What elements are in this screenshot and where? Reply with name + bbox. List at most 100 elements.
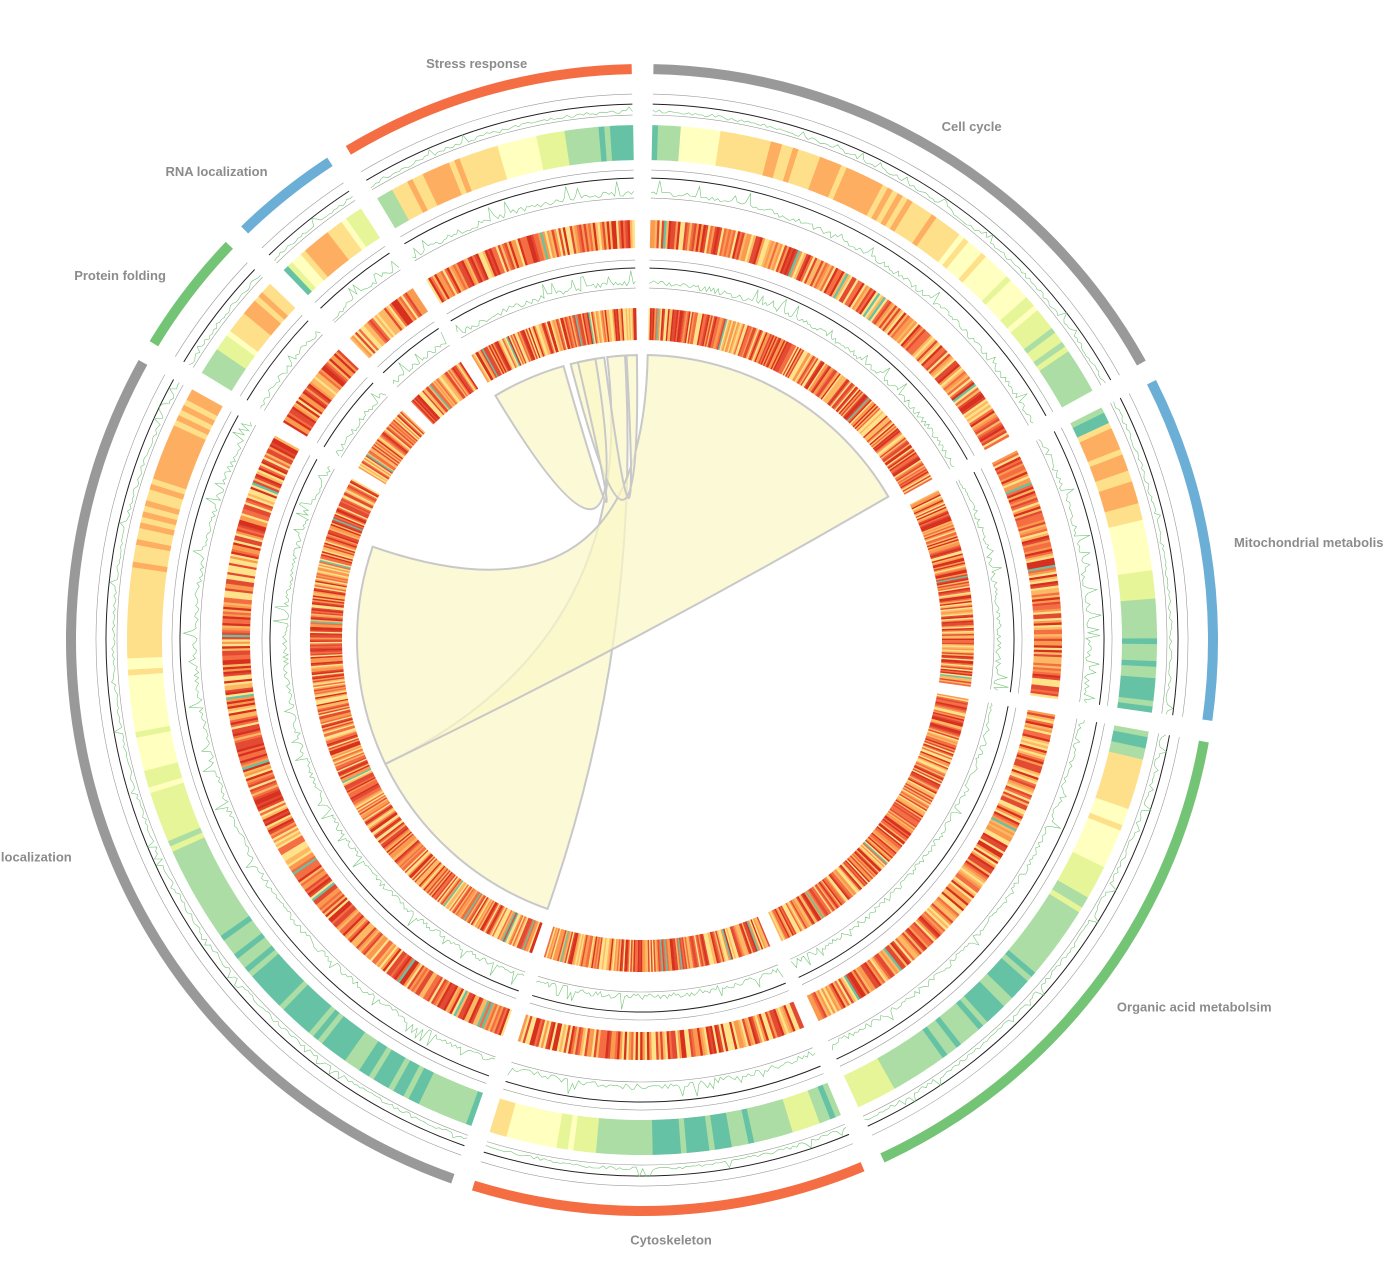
heat-outer-cell: [1089, 454, 1125, 473]
heat-inner-cell: [893, 458, 921, 478]
heat-inner-cell: [426, 386, 449, 412]
heat-inner-cell: [333, 516, 364, 530]
heat-inner-cell: [526, 921, 539, 952]
heat-outer-cell: [312, 1009, 340, 1041]
heat-inner-cell: [616, 1031, 621, 1060]
heat-outer-cell: [170, 832, 205, 852]
heat-inner-cell: [398, 296, 418, 321]
heat-inner-cell: [931, 902, 954, 924]
heat-inner-cell: [625, 308, 629, 341]
heat-inner-cell: [939, 594, 972, 601]
heat-inner-cell: [808, 993, 824, 1021]
heat-outer-cell: [519, 138, 534, 174]
heat-outer-cell: [1072, 847, 1107, 868]
heat-inner-cell: [270, 441, 297, 458]
heat-inner-cell: [329, 901, 353, 923]
heat-inner-cell: [369, 938, 390, 962]
heat-outer-cell: [162, 445, 198, 465]
heat-inner-cell: [244, 765, 272, 777]
heat-inner-cell: [459, 361, 479, 390]
heat-outer-cell: [1119, 587, 1155, 597]
heat-inner-cell: [808, 888, 828, 917]
heat-inner-cell: [806, 994, 821, 1022]
heat-inner-cell: [564, 931, 574, 964]
heat-inner-cell: [818, 881, 839, 909]
heat-inner-cell: [988, 820, 1015, 837]
heat-inner-cell: [715, 318, 725, 350]
heat-outer-cell: [251, 953, 283, 981]
heat-inner-cell: [932, 557, 965, 568]
heat-inner-cell: [553, 929, 564, 961]
heat-inner-cell: [403, 848, 428, 873]
heat-inner-cell: [312, 377, 336, 398]
heat-inner-cell: [919, 343, 942, 365]
heat-outer-cell: [368, 1046, 392, 1080]
heat-inner-cell: [676, 937, 682, 970]
heat-inner-cell: [1020, 739, 1049, 750]
heat-inner-cell: [379, 823, 406, 845]
heat-outer-cell: [322, 231, 350, 264]
heat-inner-cell: [522, 1015, 533, 1044]
heat-inner-cell: [480, 349, 498, 378]
line-track-2-5: [335, 393, 387, 457]
heat-inner-cell: [838, 865, 862, 891]
heat-inner-cell: [971, 412, 997, 430]
heat-outer-cell: [1109, 741, 1146, 755]
heat-inner-cell: [224, 684, 253, 691]
heat-inner-cell: [866, 837, 892, 860]
heat-inner-cell: [381, 308, 402, 333]
heat-outer-cell: [994, 962, 1024, 991]
heat-inner-cell: [410, 855, 435, 880]
heat-inner-cell: [750, 330, 764, 361]
heat-inner-cell: [318, 890, 342, 911]
heat-outer-cell: [856, 179, 879, 214]
heat-inner-cell: [310, 651, 343, 655]
heat-inner-cell: [858, 290, 877, 315]
heat-inner-cell: [671, 221, 677, 250]
heat-inner-cell: [1000, 469, 1027, 483]
heat-inner-cell: [383, 307, 403, 331]
heat-inner-cell: [859, 411, 884, 435]
heat-inner-cell: [265, 813, 292, 829]
heat-inner-cell: [316, 699, 349, 708]
heat-outer-cell: [1079, 428, 1114, 448]
heat-inner-cell: [484, 346, 501, 376]
heat-inner-cell: [222, 645, 251, 649]
heat-inner-cell: [315, 887, 340, 907]
heat-outer-cell: [161, 812, 197, 831]
heat-outer-cell: [259, 961, 290, 990]
heat-inner-cell: [1032, 671, 1061, 677]
heat-inner-cell: [313, 682, 346, 689]
heat-outer-cell: [166, 435, 202, 455]
heat-inner-cell: [941, 639, 975, 642]
heat-inner-cell: [882, 818, 909, 839]
heat-inner-cell: [423, 389, 446, 415]
heat-outer-cell: [163, 817, 199, 837]
heat-inner-cell: [826, 984, 842, 1011]
heat-inner-cell: [948, 883, 972, 903]
heat-inner-cell: [223, 676, 252, 682]
heat-inner-cell: [918, 915, 941, 938]
heat-inner-cell: [353, 788, 383, 807]
heat-inner-cell: [830, 872, 852, 899]
heat-inner-cell: [235, 530, 264, 541]
heat-inner-cell: [526, 1016, 537, 1045]
heat-inner-cell: [472, 998, 486, 1026]
heat-outer-cell: [688, 1117, 699, 1153]
heat-inner-cell: [311, 607, 344, 612]
heat-outer-cell: [1037, 907, 1070, 932]
heat-inner-cell: [835, 386, 858, 412]
heat-inner-cell: [705, 932, 715, 965]
heat-inner-cell: [349, 781, 379, 799]
heat-inner-cell: [921, 748, 952, 762]
heat-inner-cell: [933, 562, 966, 572]
guide-arc-5-3: [239, 314, 303, 397]
guide-arc-5-6: [316, 377, 368, 443]
heat-inner-cell: [625, 939, 629, 972]
heat-inner-cell: [576, 1027, 584, 1056]
heat-inner-cell: [324, 542, 356, 554]
heat-inner-cell: [223, 671, 252, 677]
heat-inner-cell: [704, 933, 713, 965]
heat-outer-cell: [130, 578, 166, 589]
